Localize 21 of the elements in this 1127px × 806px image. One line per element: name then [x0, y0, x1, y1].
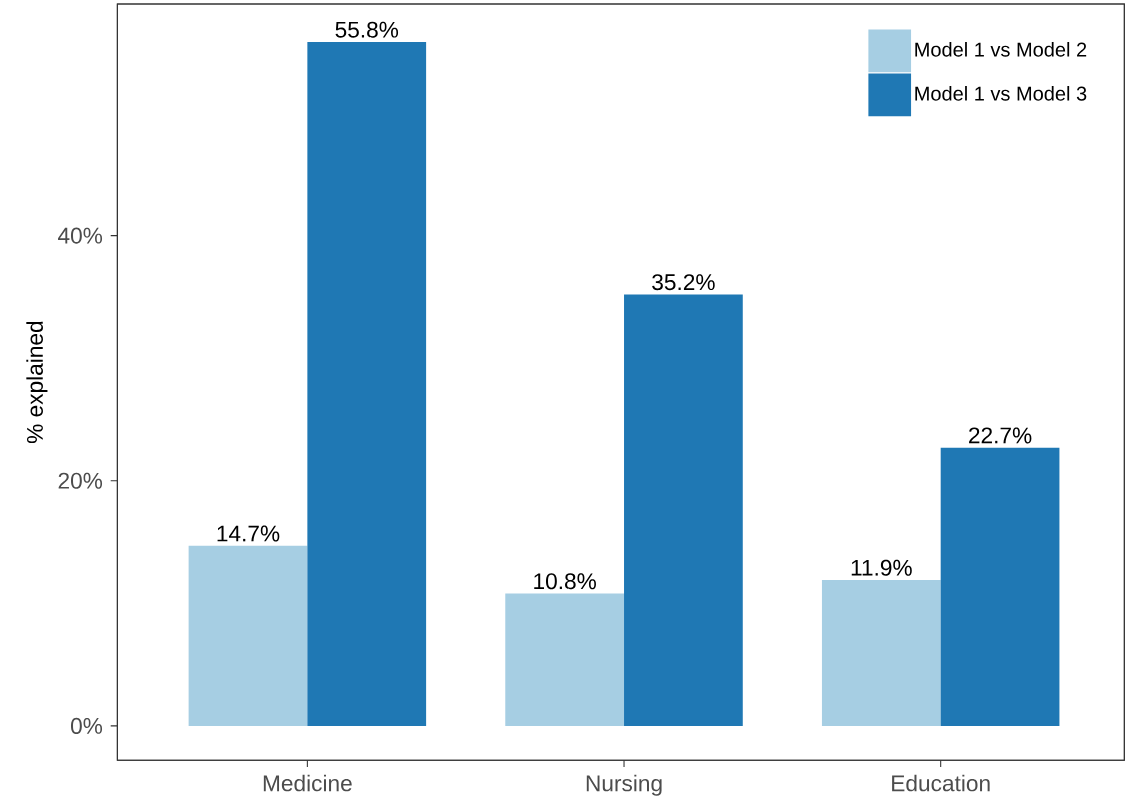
- data-label: 22.7%: [969, 427, 1032, 444]
- bar: [505, 593, 625, 727]
- y-tick-label: 0%: [70, 718, 103, 735]
- bar: [624, 294, 743, 727]
- legend-label: Model 1 vs Model 2: [915, 42, 1087, 57]
- x-tick-label: Nursing: [586, 774, 662, 797]
- x-tick-label: Medicine: [263, 774, 352, 792]
- bar: [821, 580, 941, 727]
- data-label: 14.7%: [217, 525, 280, 542]
- data-label: 35.2%: [652, 274, 715, 291]
- data-label: 55.8%: [335, 21, 399, 38]
- y-tick-label: 40%: [58, 227, 103, 244]
- legend-label: Model 1 vs Model 3: [915, 86, 1087, 101]
- data-label: 10.8%: [534, 573, 596, 590]
- bar: [188, 545, 308, 727]
- data-label: 11.9%: [851, 559, 912, 576]
- x-tick-label: Education: [892, 774, 990, 792]
- bar: [307, 42, 427, 727]
- y-axis-title: % explained: [26, 322, 48, 444]
- bar: [940, 447, 1060, 727]
- y-tick-label: 20%: [58, 472, 103, 490]
